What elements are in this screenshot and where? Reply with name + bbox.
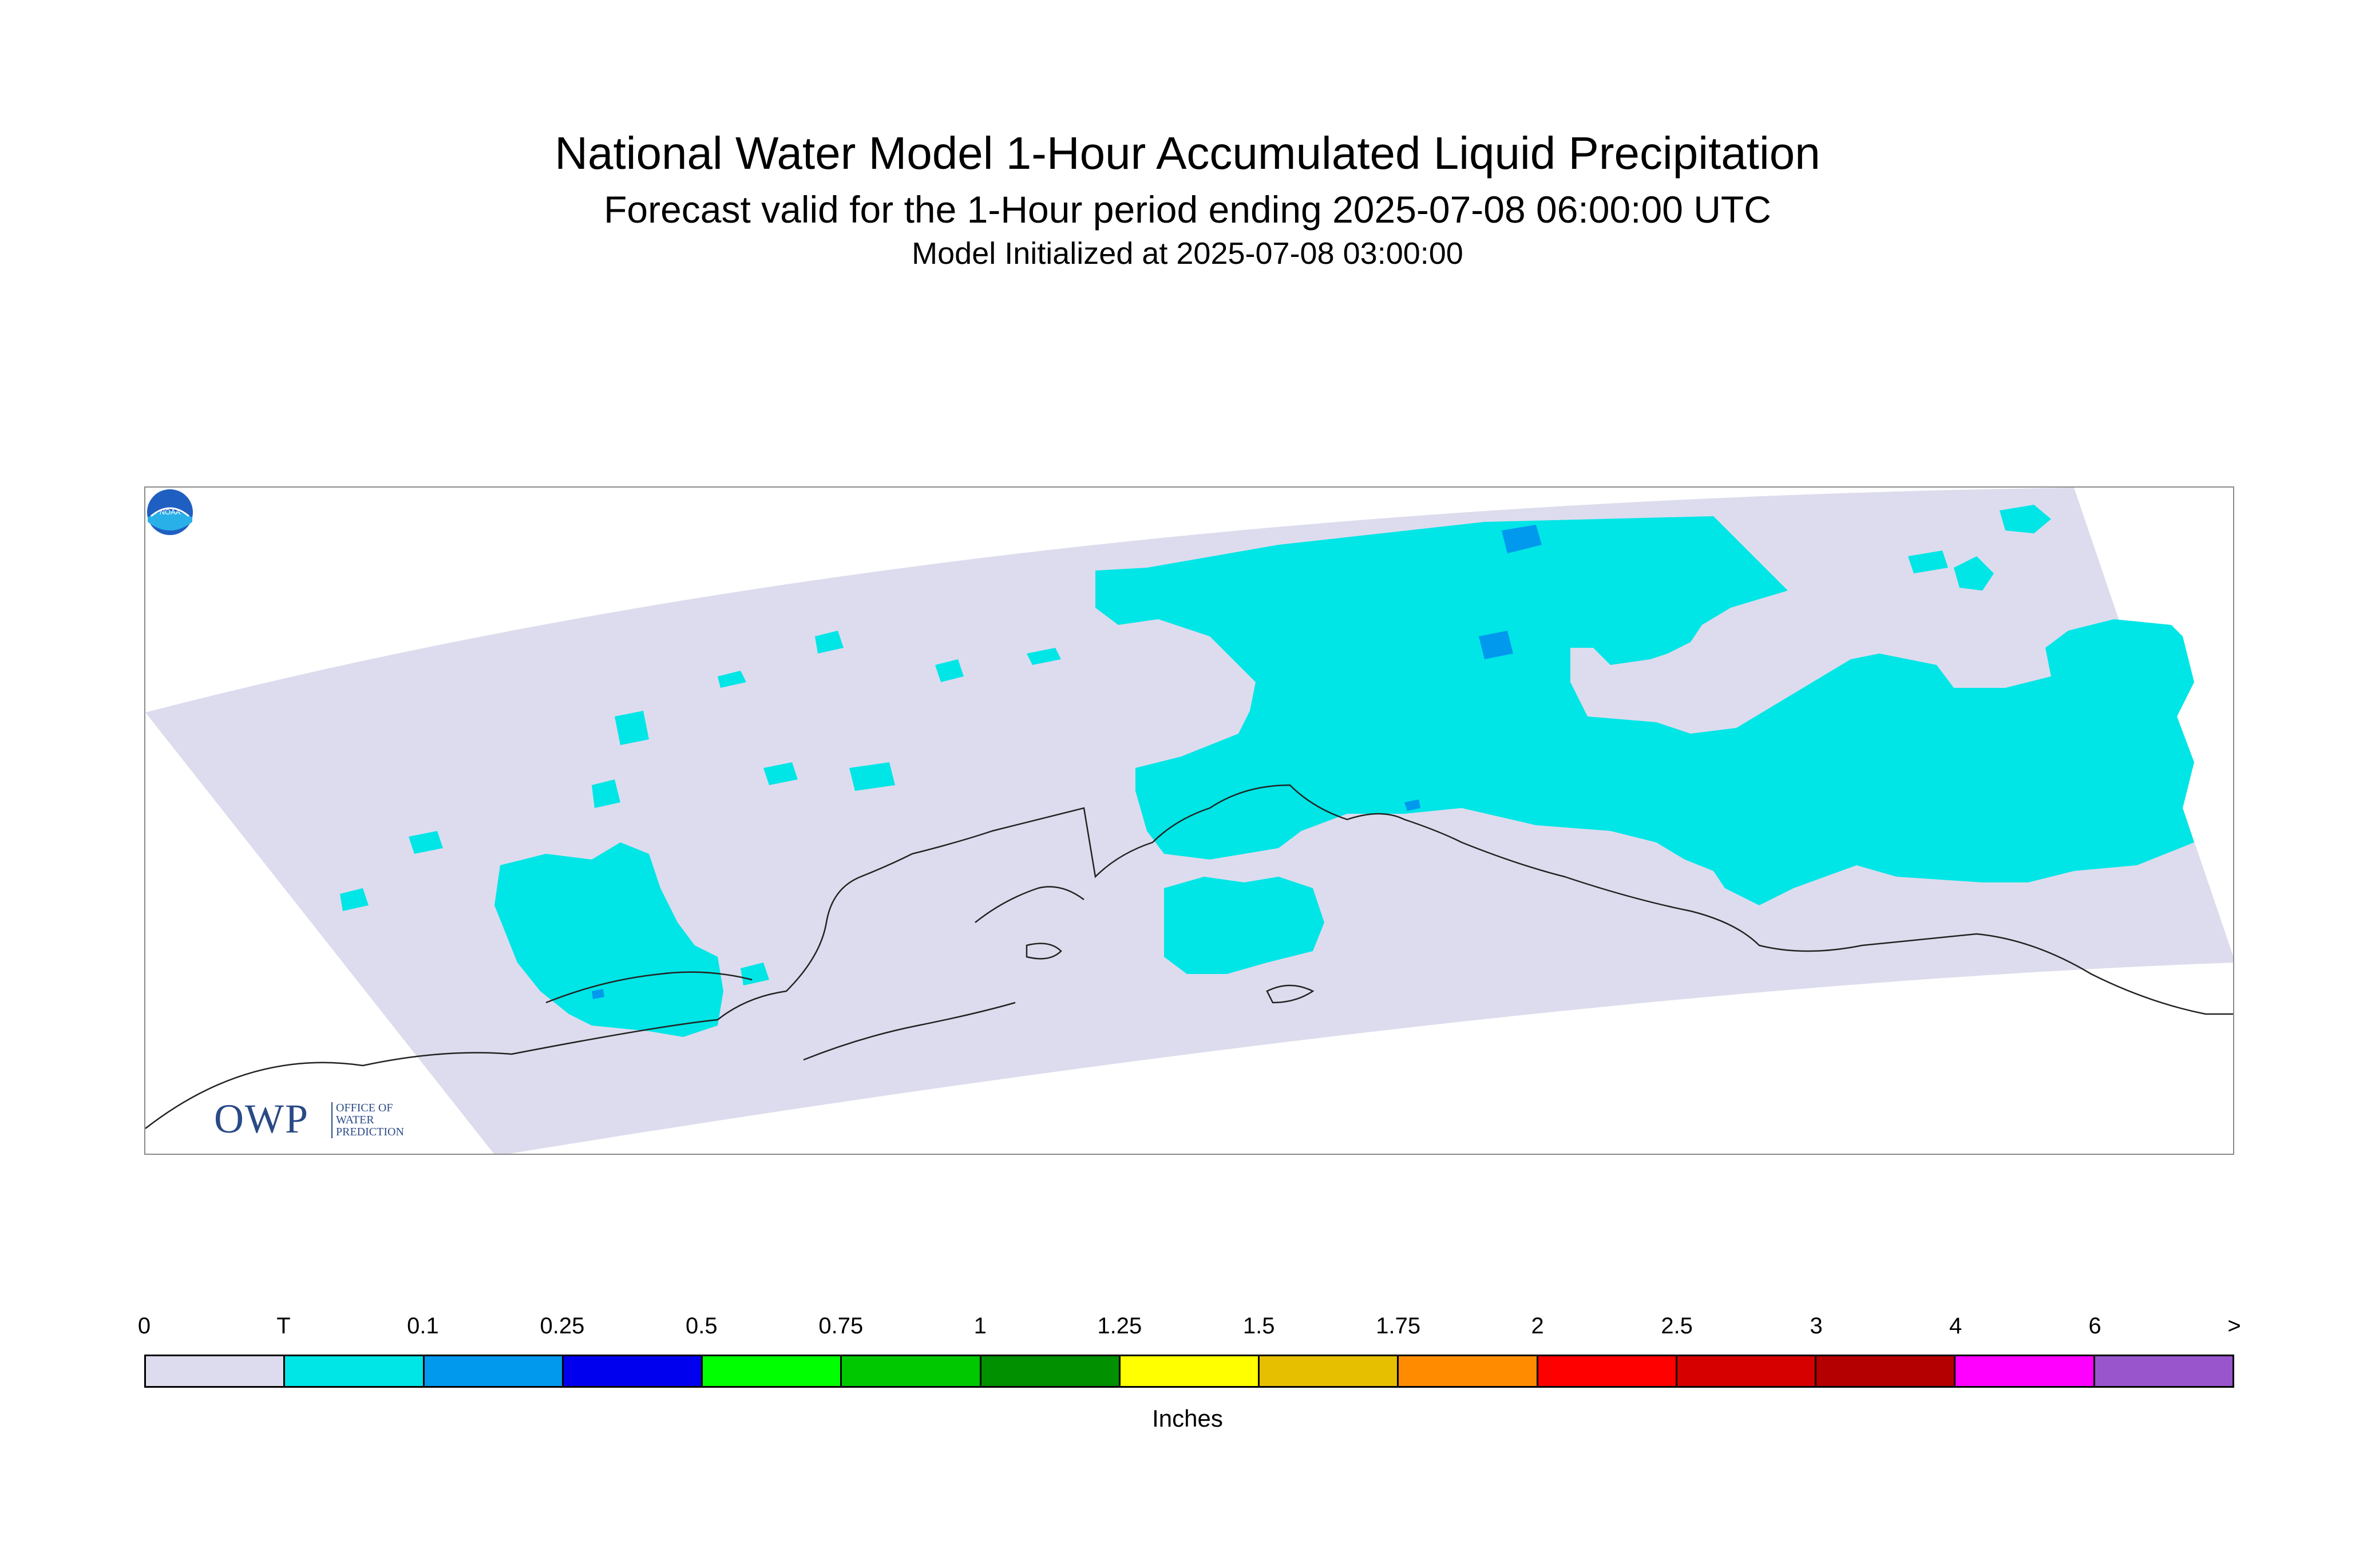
- precip-heavy-cell-1: [1502, 525, 1542, 553]
- legend-label-12: 3: [1810, 1313, 1823, 1339]
- legend-swatch-3: [563, 1356, 703, 1386]
- legend-label-8: 1.5: [1242, 1313, 1275, 1339]
- owp-logo-letters: OWP: [214, 1096, 309, 1142]
- legend-label-5: 0.75: [818, 1313, 864, 1339]
- legend-swatch-2: [424, 1356, 564, 1386]
- legend-swatch-4: [703, 1356, 842, 1386]
- legend-swatch-14: [2095, 1356, 2232, 1386]
- precipitation-legend: 0 T 0.1 0.25 0.5 0.75 1 1.25 1.5 1.75 2 2.5 3 4 6 >: [138, 1313, 2241, 1388]
- precip-area-central-4: [849, 762, 895, 791]
- legend-label-1: T: [276, 1313, 291, 1339]
- coastline-island-2: [1266, 984, 1315, 1004]
- legend-label-2: 0.1: [407, 1313, 439, 1339]
- precip-area-ne-2: [2000, 505, 2051, 533]
- legend-label-7: 1.25: [1097, 1313, 1142, 1339]
- legend-color-bar: [144, 1355, 2234, 1388]
- precip-area-sw-5: [592, 779, 620, 808]
- model-init-subtitle: Model Initialized at 2025-07-08 03:00:00: [912, 236, 1463, 271]
- precipitation-map: OWP OFFICE OF WATER PREDICTION NOAA: [144, 486, 2234, 1155]
- legend-label-9: 1.75: [1376, 1313, 1421, 1339]
- forecast-period-subtitle: Forecast valid for the 1-Hour period end…: [604, 188, 1771, 231]
- coastline-cook-inlet: [975, 886, 1084, 923]
- legend-label-15: >: [2227, 1313, 2241, 1339]
- precip-area-central-2: [935, 659, 964, 682]
- legend-label-0: 0: [137, 1313, 151, 1339]
- precip-area-peninsula: [1164, 877, 1324, 974]
- legend-swatch-10: [1538, 1356, 1677, 1386]
- legend-swatch-13: [1956, 1356, 2095, 1386]
- legend-label-4: 0.5: [686, 1313, 718, 1339]
- legend-label-14: 6: [2088, 1313, 2101, 1339]
- coastlines: [145, 784, 2233, 1129]
- noaa-logo: NOAA: [146, 488, 194, 536]
- legend-units-label: Inches: [1152, 1405, 1223, 1432]
- owp-logo-subtitle: OFFICE OF WATER PREDICTION: [331, 1102, 433, 1138]
- map-canvas: [145, 488, 2233, 1154]
- legend-swatch-8: [1260, 1356, 1399, 1386]
- coastline-yukon-river: [545, 971, 753, 1004]
- precip-area-central-3: [815, 631, 844, 654]
- legend-swatch-11: [1677, 1356, 1817, 1386]
- legend-label-10: 2: [1531, 1313, 1544, 1339]
- legend-swatch-12: [1816, 1356, 1956, 1386]
- legend-swatch-9: [1399, 1356, 1538, 1386]
- coastline-aleutian: [803, 1001, 1016, 1061]
- precip-area-ne-3: [1908, 551, 1948, 573]
- legend-swatch-6: [981, 1356, 1121, 1386]
- precip-area-sw-main: [494, 842, 723, 1037]
- precip-area-interior: [1095, 516, 2194, 905]
- legend-label-6: 1: [973, 1313, 987, 1339]
- precip-area-sw-4: [615, 711, 649, 745]
- legend-label-3: 0.25: [540, 1313, 585, 1339]
- precip-area-sw-6: [741, 963, 769, 985]
- precip-area-ne-1: [1954, 556, 1994, 591]
- coastline-island-1: [1026, 943, 1062, 960]
- precip-area-central-5: [763, 762, 798, 785]
- legend-swatch-1: [285, 1356, 425, 1386]
- legend-swatch-0: [146, 1356, 286, 1386]
- precip-heavy-cell-2: [1479, 631, 1513, 659]
- legend-label-13: 4: [1949, 1313, 1962, 1339]
- map-title: National Water Model 1-Hour Accumulated …: [555, 128, 1820, 179]
- precip-heavy-cell-4: [592, 989, 604, 999]
- legend-label-11: 2.5: [1661, 1313, 1693, 1339]
- precip-heavy-cell-3: [1404, 799, 1420, 811]
- legend-swatch-7: [1120, 1356, 1260, 1386]
- noaa-logo-text: NOAA: [160, 508, 181, 516]
- precip-area-central-6: [718, 671, 746, 688]
- precip-area-sw-3: [340, 888, 369, 911]
- legend-swatch-5: [842, 1356, 981, 1386]
- coastline-mainland: [145, 784, 2233, 1129]
- precip-area-central-1: [1027, 648, 1061, 665]
- precip-area-sw-2: [409, 831, 443, 854]
- owp-logo: OWP OFFICE OF WATER PREDICTION: [214, 1096, 433, 1146]
- precipitation-areas: [340, 505, 2194, 1037]
